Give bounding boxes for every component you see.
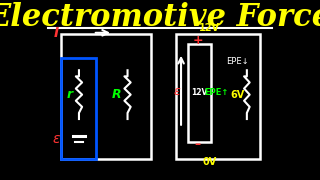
- Text: 12V: 12V: [191, 88, 208, 97]
- Text: –: –: [195, 138, 201, 151]
- Text: R: R: [112, 88, 122, 101]
- Text: I: I: [53, 26, 59, 40]
- Text: 0V: 0V: [202, 157, 216, 167]
- Bar: [176, 34, 260, 159]
- Text: EPE↑: EPE↑: [204, 88, 228, 97]
- Bar: [188, 44, 211, 142]
- Text: r: r: [67, 88, 73, 101]
- Text: ε: ε: [173, 85, 180, 98]
- Text: 6V: 6V: [231, 90, 245, 100]
- Text: Electromotive Force: Electromotive Force: [0, 3, 320, 33]
- Text: +: +: [192, 34, 203, 47]
- Text: EPE↓: EPE↓: [227, 57, 249, 66]
- Bar: [61, 58, 96, 159]
- Text: 12V: 12V: [199, 22, 220, 33]
- Text: ε: ε: [53, 132, 60, 146]
- Bar: [61, 34, 151, 159]
